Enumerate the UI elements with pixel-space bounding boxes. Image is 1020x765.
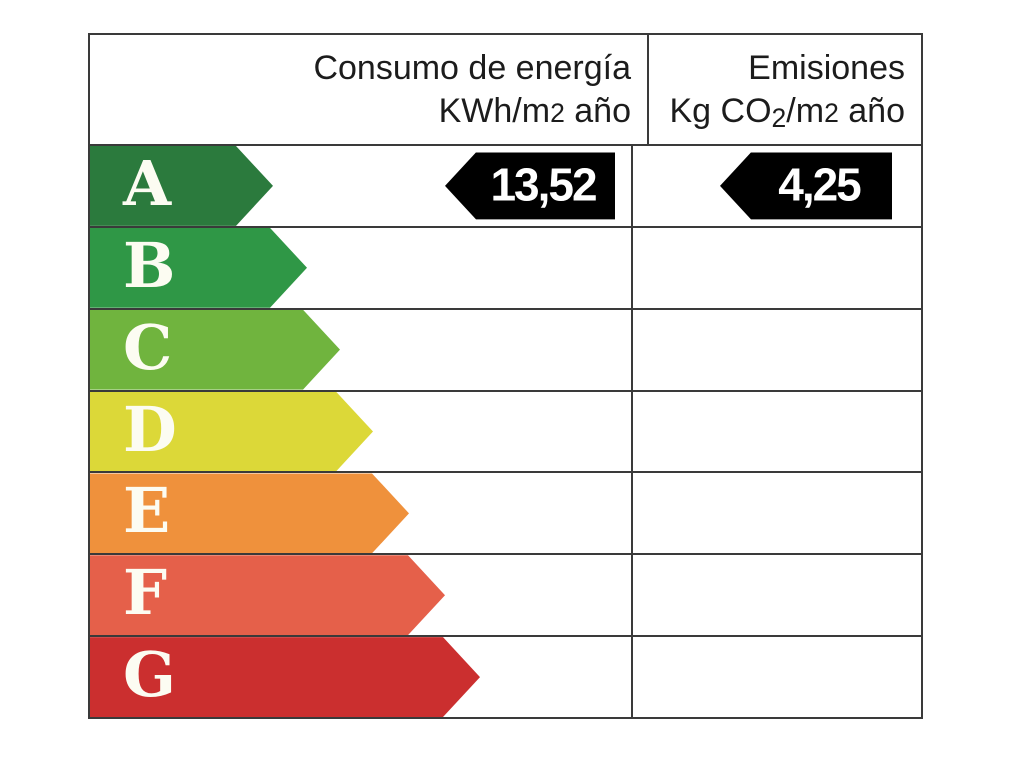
consumption-cell-d: D (90, 391, 633, 472)
emissions-value-arrow: 4,25 (720, 152, 892, 220)
consumption-cell-a: A 13,52 (90, 146, 633, 226)
consumption-value: 13,52 (490, 158, 597, 211)
emissions-cell-b (633, 228, 921, 308)
emissions-value: 4,25 (778, 158, 862, 211)
rating-letter-a: A (123, 146, 172, 220)
rating-letter-c: C (123, 310, 173, 384)
table-header-row: Consumo de energía KWh/m2 año Emisiones … (90, 35, 921, 146)
rating-letter-g: G (123, 638, 176, 712)
rating-letter-d: D (123, 392, 177, 466)
rating-arrow-a: A (90, 146, 273, 226)
rating-arrow-b: B (90, 228, 307, 308)
rating-row-g: G (90, 637, 921, 718)
rating-arrow-e: E (90, 473, 409, 553)
rating-row-f: F (90, 555, 921, 638)
rating-arrow-f: F (90, 555, 445, 635)
rating-letter-e: E (123, 474, 171, 548)
emissions-header: Emisiones Kg CO2/m2 año (649, 35, 921, 144)
emissions-cell-a: 4,25 (633, 146, 921, 226)
rating-row-e: E (90, 473, 921, 556)
rating-row-c: C (90, 309, 921, 392)
consumption-header-line2: KWh/m2 año (438, 91, 631, 130)
emissions-header-line1: Emisiones (748, 49, 905, 88)
consumption-cell-f: F (90, 555, 633, 636)
emissions-cell-f (633, 555, 921, 635)
rating-letter-f: F (123, 556, 168, 630)
consumption-cell-g: G (90, 637, 633, 718)
emissions-cell-c (633, 310, 921, 390)
emissions-cell-d (633, 392, 921, 472)
co2-subscript: 2 (771, 103, 787, 134)
rating-row-b: B (90, 227, 921, 310)
rating-arrow-c: C (90, 310, 340, 390)
emissions-cell-e (633, 473, 921, 553)
rating-letter-b: B (123, 228, 176, 302)
rating-row-d: D (90, 391, 921, 474)
consumption-cell-b: B (90, 227, 633, 308)
consumption-cell-e: E (90, 473, 633, 554)
consumption-header-line1: Consumo de energía (313, 49, 631, 88)
emissions-cell-g (633, 637, 921, 717)
consumption-value-arrow: 13,52 (445, 152, 615, 220)
rating-row-a: A 13,52 4,25 (90, 146, 921, 228)
emissions-header-line2: Kg CO2/m2 año (669, 91, 905, 134)
rating-table: Consumo de energía KWh/m2 año Emisiones … (88, 33, 923, 719)
squared-exponent: 2 (550, 97, 565, 128)
consumption-cell-c: C (90, 309, 633, 390)
rating-arrow-d: D (90, 392, 373, 472)
squared-exponent: 2 (824, 97, 839, 128)
rating-arrow-g: G (90, 637, 480, 717)
consumption-header: Consumo de energía KWh/m2 año (90, 35, 649, 144)
